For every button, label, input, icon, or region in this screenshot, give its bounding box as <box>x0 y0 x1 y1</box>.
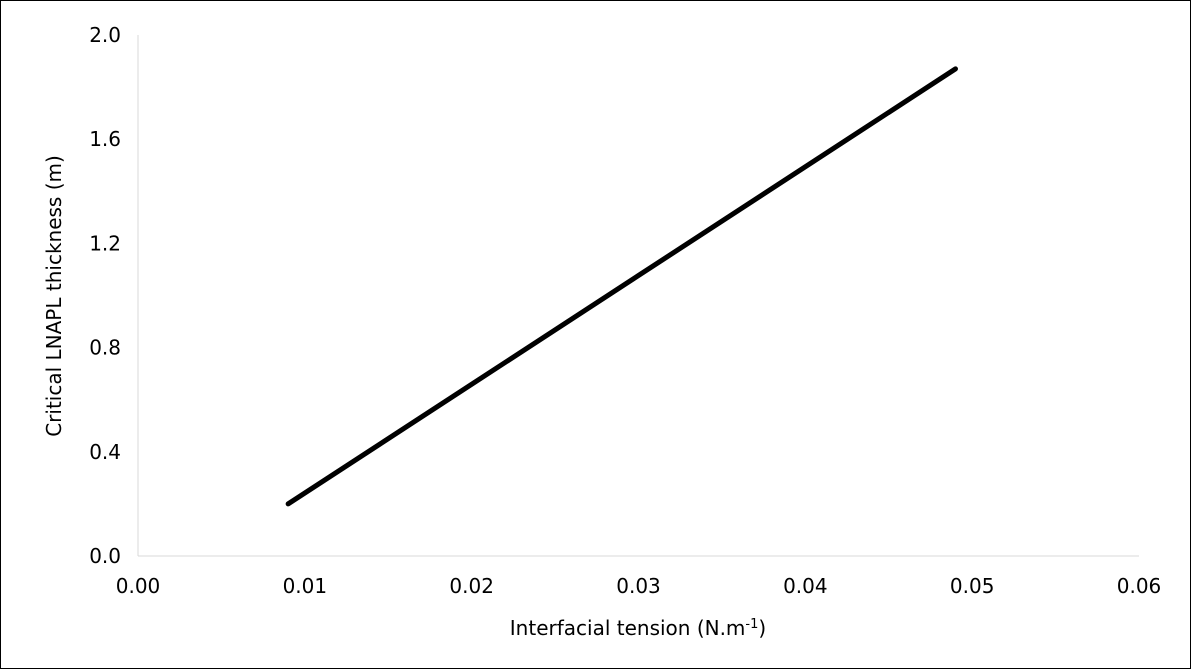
x-axis-title-main: Interfacial tension (N.m <box>510 616 746 640</box>
y-tick-label: 0.0 <box>89 544 121 568</box>
y-tick-label: 2.0 <box>89 23 121 47</box>
x-tick-label: 0.06 <box>1117 574 1162 598</box>
x-tick-labels: 0.00 0.01 0.02 0.03 0.04 0.05 0.06 <box>116 574 1162 598</box>
y-tick-label: 0.4 <box>89 440 121 464</box>
x-tick-label: 0.01 <box>283 574 328 598</box>
series-line <box>285 66 958 507</box>
x-tick-label: 0.04 <box>783 574 828 598</box>
x-tick-label: 0.02 <box>449 574 494 598</box>
series-lines <box>285 66 958 507</box>
y-tick-labels: 0.0 0.4 0.8 1.2 1.6 2.0 <box>89 23 121 568</box>
x-tick-label: 0.00 <box>116 574 161 598</box>
y-tick-label: 0.8 <box>89 336 121 360</box>
x-axis-title: Interfacial tension (N.m-1) <box>510 616 766 640</box>
x-tick-label: 0.05 <box>950 574 995 598</box>
x-tick-label: 0.03 <box>616 574 661 598</box>
y-tick-label: 1.2 <box>89 231 121 255</box>
y-axis-title: Critical LNAPL thickness (m) <box>42 155 66 437</box>
x-axis-title-superscript: -1 <box>745 617 758 632</box>
x-axis-title-suffix: ) <box>758 616 766 640</box>
y-tick-label: 1.6 <box>89 127 121 151</box>
